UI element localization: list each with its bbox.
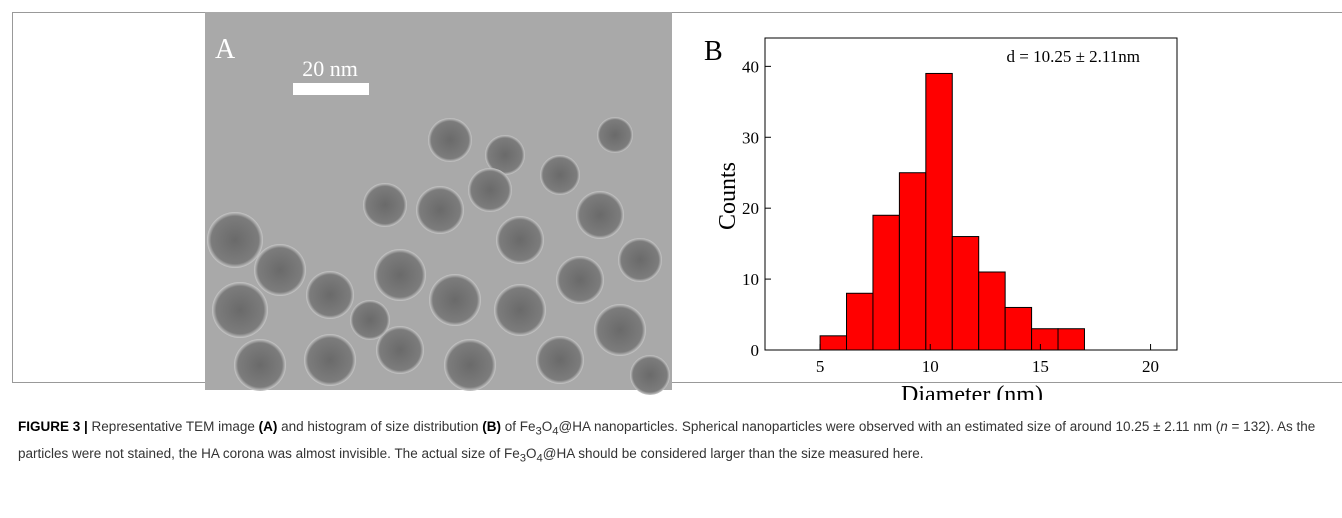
panel-label: B bbox=[704, 36, 723, 67]
caption-run: 4 bbox=[552, 425, 559, 438]
caption-run: 3 bbox=[535, 425, 542, 438]
bar bbox=[898, 172, 927, 351]
y-tick-label: 40 bbox=[742, 57, 759, 76]
plot-frame bbox=[764, 37, 1178, 351]
bar bbox=[925, 72, 953, 351]
caption-run: O bbox=[526, 445, 537, 461]
caption-run: 4 bbox=[536, 452, 543, 465]
y-axis-label: Counts bbox=[715, 162, 741, 230]
bar bbox=[1031, 328, 1059, 351]
bar bbox=[846, 292, 874, 351]
caption-run: @HA should be considered larger than the… bbox=[542, 445, 924, 461]
caption-run: 3 bbox=[519, 452, 527, 465]
bar bbox=[872, 214, 900, 351]
caption-run: (B) bbox=[482, 419, 501, 434]
histogram-chart: B d = 10.25 ± 2.11nm Diameter (nm) Count… bbox=[704, 36, 1178, 400]
y-tick-label: 30 bbox=[742, 128, 759, 147]
caption-run: Representative TEM image bbox=[87, 419, 259, 434]
panel-label: A bbox=[215, 34, 236, 65]
annotation: d = 10.25 ± 2.11nm bbox=[1006, 47, 1140, 66]
tem-image: A 20 nm bbox=[205, 12, 672, 395]
figure: A 20 nm B d = 10.25 ± 2.11nm Diameter (n… bbox=[205, 12, 1178, 400]
y-tick-label: 0 bbox=[751, 341, 760, 360]
caption-run: = 132). As the particles were not staine… bbox=[18, 419, 1316, 461]
x-tick-label: 10 bbox=[922, 357, 939, 376]
scale-bar-label: 20 nm bbox=[302, 56, 358, 81]
y-tick-label: 10 bbox=[742, 270, 759, 289]
bar bbox=[1057, 328, 1085, 351]
x-tick-label: 5 bbox=[816, 357, 825, 376]
figure-frame bbox=[12, 12, 1342, 383]
caption-run: n bbox=[1220, 419, 1228, 434]
caption-run: O bbox=[541, 419, 553, 434]
caption-run: @HA nanoparticles. Spherical nanoparticl… bbox=[558, 419, 1221, 434]
caption: FIGURE 3 | Representative TEM image (A) … bbox=[18, 416, 1318, 469]
caption-run: (A) bbox=[258, 419, 278, 434]
bar bbox=[819, 335, 848, 351]
bar bbox=[978, 271, 1006, 351]
scale-bar bbox=[293, 83, 369, 95]
bar bbox=[1004, 306, 1033, 351]
x-tick-label: 20 bbox=[1142, 357, 1159, 376]
caption-run: and histogram of size distribution bbox=[277, 419, 483, 434]
x-tick-label: 15 bbox=[1032, 357, 1049, 376]
y-tick-label: 20 bbox=[742, 199, 759, 218]
caption-run: of Fe bbox=[500, 419, 536, 434]
x-axis-label: Diameter (nm) bbox=[901, 382, 1043, 400]
bar bbox=[951, 236, 980, 351]
caption-run: FIGURE 3 | bbox=[18, 419, 88, 434]
